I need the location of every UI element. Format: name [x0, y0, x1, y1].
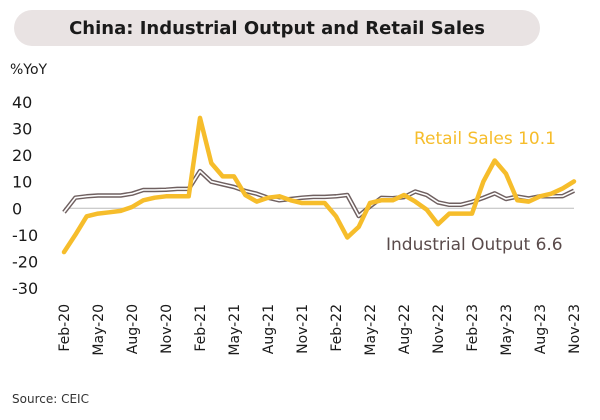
x-tick-label: Feb-21: [193, 304, 209, 352]
chart-title: China: Industrial Output and Retail Sale…: [14, 10, 540, 46]
retail-sales-label: Retail Sales 10.1: [414, 129, 556, 149]
x-tick-label: Nov-23: [567, 304, 583, 354]
series-layer: [61, 115, 577, 255]
x-tick-label: May-20: [91, 304, 107, 356]
x-tick-label: Nov-22: [431, 304, 447, 354]
y-tick-label: 10: [12, 173, 32, 192]
x-tick-label: Aug-21: [261, 304, 277, 354]
series-line-industrial-output-inner: [63, 170, 575, 217]
source-note: Source: CEIC: [12, 392, 89, 406]
y-tick-label: -10: [12, 226, 38, 245]
x-tick-label: Aug-22: [397, 304, 413, 354]
y-tick-label: -20: [12, 252, 38, 271]
x-tick-label: May-23: [499, 304, 515, 356]
y-tick-label: -30: [12, 279, 38, 298]
y-axis-ticks: 40 30 20 10 0 -10 -20 -30: [12, 93, 38, 298]
x-tick-label: Feb-22: [329, 304, 345, 352]
y-tick-label: 0: [12, 199, 22, 218]
x-tick-label: May-22: [363, 304, 379, 356]
series-labels: Retail Sales 10.1 Industrial Output 6.6: [386, 129, 563, 255]
x-tick-label: Nov-21: [295, 304, 311, 354]
y-tick-label: 40: [12, 93, 32, 112]
series-line-retail-sales: [61, 115, 577, 255]
x-tick-label: May-21: [227, 304, 243, 356]
series-line-industrial-output: [62, 168, 575, 219]
x-tick-label: Feb-20: [57, 304, 73, 352]
x-tick-label: Aug-20: [125, 304, 141, 354]
y-tick-label: 20: [12, 146, 32, 165]
x-axis-ticks: Feb-20 May-20 Aug-20 Nov-20 Feb-21 May-21 Aug-…: [57, 304, 583, 356]
x-tick-label: Nov-20: [159, 304, 175, 354]
x-tick-label: Aug-23: [533, 304, 549, 354]
industrial-output-label: Industrial Output 6.6: [386, 235, 563, 255]
x-tick-label: Feb-23: [465, 304, 481, 352]
y-tick-label: 30: [12, 120, 32, 139]
y-axis-unit-label: %YoY: [10, 62, 48, 78]
